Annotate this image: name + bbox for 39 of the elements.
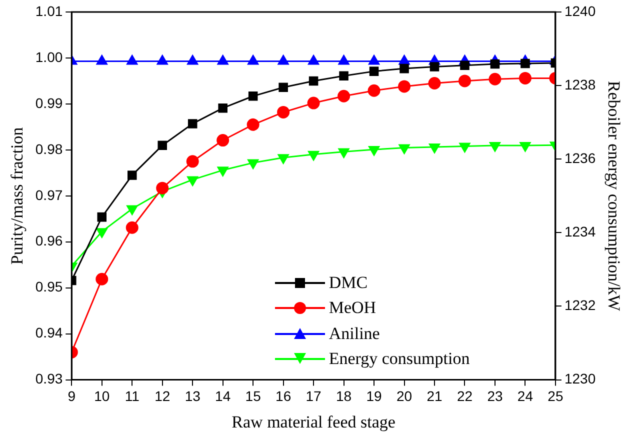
y2-tick-label: 1236 [564, 150, 596, 166]
x-tick-label: 16 [276, 388, 292, 404]
y2-tick-label: 1234 [564, 224, 596, 240]
y-tick-label: 0.94 [35, 324, 63, 341]
y-tick-label: 1.00 [35, 48, 63, 65]
x-tick-label: 24 [517, 388, 534, 404]
x-tick-label: 20 [396, 388, 412, 404]
y-tick-label: 0.93 [35, 370, 63, 387]
x-tick-label: 22 [456, 388, 473, 404]
x-tick-label: 25 [548, 388, 564, 404]
y-tick-label: 0.98 [35, 140, 63, 157]
x-tick-label: 23 [487, 388, 503, 404]
x-tick-label: 13 [184, 388, 201, 404]
y-tick-label: 0.97 [35, 186, 63, 203]
y-tick-label: 1.01 [35, 2, 63, 19]
x-tick-label: 19 [366, 388, 382, 404]
legend-label: Aniline [328, 324, 380, 344]
y-axis-title: Purity/mass fraction [8, 126, 27, 265]
y2-axis-title: Reboiler energy consumption/kW [604, 80, 624, 312]
y-tick-label: 0.95 [35, 278, 63, 295]
y2-tick-label: 1232 [564, 297, 596, 314]
x-tick-label: 10 [94, 388, 110, 404]
x-tick-label: 18 [336, 388, 352, 404]
x-tick-label: 15 [245, 388, 262, 404]
y2-tick-label: 1240 [564, 2, 596, 19]
x-tick-label: 11 [124, 388, 140, 404]
x-tick-label: 14 [215, 388, 231, 404]
y2-tick-label: 1230 [564, 370, 596, 387]
y-tick-label: 0.96 [35, 232, 63, 249]
x-tick-label: 9 [68, 388, 76, 404]
legend-label: MeOH [328, 298, 376, 318]
y-tick-label: 0.99 [35, 94, 63, 111]
y2-tick-label: 1238 [564, 76, 596, 92]
x-axis-title: Raw material feed stage [232, 412, 396, 432]
legend-label: DMC [328, 272, 368, 293]
x-tick-label: 17 [306, 388, 322, 404]
x-tick-label: 12 [154, 388, 170, 404]
legend-label: Energy consumption [328, 349, 470, 370]
x-tick-label: 21 [426, 388, 442, 404]
